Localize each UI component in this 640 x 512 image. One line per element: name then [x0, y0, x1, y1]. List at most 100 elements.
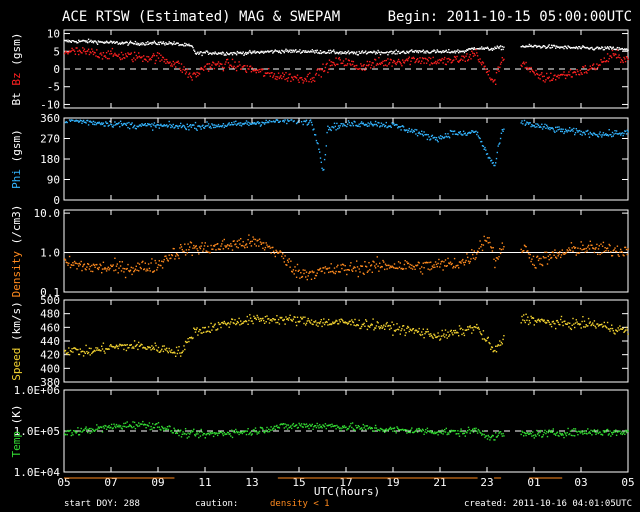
data-point — [91, 121, 93, 123]
data-point — [286, 424, 288, 426]
data-point — [392, 334, 394, 336]
data-point — [427, 51, 429, 53]
data-point — [224, 245, 226, 247]
data-point — [578, 46, 581, 48]
data-point — [237, 52, 239, 54]
data-point — [565, 46, 568, 49]
data-point — [178, 125, 180, 127]
data-point — [282, 120, 284, 122]
data-point — [159, 264, 161, 267]
data-point — [371, 124, 373, 126]
data-point — [225, 323, 227, 325]
data-point — [99, 349, 101, 352]
data-point — [255, 245, 257, 247]
data-point — [276, 250, 278, 253]
data-point — [147, 424, 149, 427]
data-point — [583, 430, 585, 432]
data-point — [161, 260, 163, 262]
data-point — [363, 427, 365, 429]
data-point — [175, 61, 178, 63]
data-point — [259, 51, 262, 53]
data-point — [532, 263, 534, 266]
data-point — [241, 52, 244, 55]
data-point — [334, 321, 336, 323]
data-point — [597, 135, 599, 137]
data-point — [121, 261, 123, 263]
data-point — [135, 54, 137, 57]
data-point — [88, 268, 91, 270]
data-point — [360, 265, 363, 267]
data-point — [625, 133, 628, 135]
data-point — [277, 426, 279, 429]
data-point — [374, 267, 377, 269]
data-point — [309, 321, 311, 323]
data-point — [169, 425, 171, 428]
data-point — [116, 41, 118, 43]
data-point — [239, 243, 241, 245]
data-point — [358, 50, 360, 53]
data-point — [68, 430, 71, 432]
data-point — [92, 53, 95, 56]
ytick-label-temp: 1.0E+05 — [14, 425, 60, 438]
data-point — [546, 321, 548, 324]
data-point — [291, 320, 294, 322]
data-point — [493, 80, 495, 82]
data-point — [527, 67, 530, 70]
data-point — [397, 60, 399, 63]
data-point — [372, 260, 374, 262]
data-point — [317, 425, 319, 427]
data-point — [503, 246, 505, 248]
data-point — [124, 425, 126, 428]
data-point — [535, 320, 537, 322]
data-point — [207, 123, 210, 125]
data-point — [169, 350, 171, 352]
data-point — [165, 62, 167, 64]
data-point — [427, 430, 429, 432]
data-point — [597, 323, 599, 325]
data-point — [469, 260, 471, 263]
data-point — [207, 432, 209, 435]
data-point — [569, 74, 571, 76]
data-point — [354, 52, 356, 54]
data-point — [350, 51, 352, 54]
data-point — [374, 53, 377, 55]
data-point — [270, 72, 272, 74]
data-point — [189, 125, 191, 127]
data-point — [100, 123, 102, 126]
data-point — [285, 426, 287, 428]
data-point — [168, 254, 170, 256]
data-point — [306, 425, 308, 428]
data-point — [445, 334, 447, 336]
data-point — [241, 432, 244, 435]
data-point — [174, 126, 176, 129]
data-point — [613, 133, 615, 135]
data-point — [566, 131, 568, 133]
ylabel-density: Density (/cm3) — [10, 205, 23, 298]
data-point — [548, 44, 550, 46]
data-point — [527, 68, 529, 71]
data-point — [463, 56, 466, 59]
data-point — [563, 71, 565, 73]
data-point — [472, 327, 474, 329]
data-point — [138, 125, 140, 128]
data-point — [434, 51, 437, 54]
data-point — [323, 426, 326, 428]
data-point — [348, 320, 350, 323]
data-point — [376, 62, 378, 65]
data-point — [471, 50, 473, 52]
data-point — [254, 317, 256, 319]
data-point — [114, 121, 116, 123]
data-point — [378, 122, 380, 124]
data-point — [80, 351, 82, 353]
data-point — [586, 325, 588, 327]
data-point — [92, 351, 94, 353]
data-point — [107, 50, 109, 52]
data-point — [478, 137, 480, 139]
data-point — [231, 54, 234, 56]
data-point — [246, 52, 248, 54]
data-point — [491, 162, 494, 164]
data-point — [441, 429, 443, 431]
data-point — [132, 346, 134, 348]
data-point — [402, 50, 404, 53]
data-point — [546, 319, 549, 322]
